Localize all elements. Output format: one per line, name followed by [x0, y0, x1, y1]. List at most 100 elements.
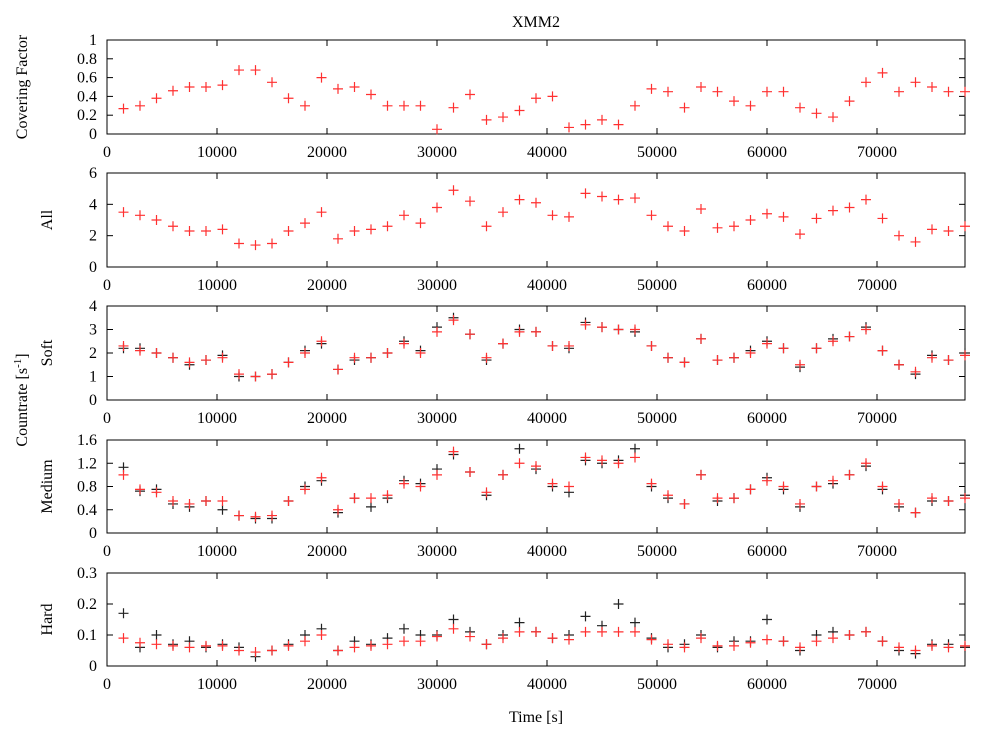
- data-point: [399, 100, 409, 111]
- data-point: [531, 93, 541, 104]
- x-tick-label: 40000: [527, 144, 567, 161]
- data-point: [745, 215, 756, 225]
- data-point: [481, 487, 492, 498]
- data-point: [547, 478, 558, 489]
- data-point: [877, 636, 888, 647]
- data-point: [448, 623, 459, 634]
- data-point: [729, 221, 739, 232]
- data-point: [481, 352, 492, 363]
- data-point: [333, 233, 343, 244]
- data-point: [861, 324, 871, 335]
- data-point: [481, 221, 492, 232]
- data-point: [795, 642, 805, 653]
- y-tick-label: 0.4: [77, 502, 97, 519]
- y-tick-label: 0.2: [77, 107, 97, 124]
- data-point: [531, 461, 541, 472]
- data-point: [151, 630, 162, 640]
- data-point: [960, 350, 970, 361]
- data-point: [844, 331, 855, 342]
- data-point: [630, 324, 640, 335]
- data-point: [646, 210, 657, 221]
- x-tick-label: 70000: [857, 410, 897, 427]
- data-point: [679, 357, 690, 368]
- data-point: [663, 352, 673, 363]
- data-point: [217, 352, 228, 363]
- data-point: [943, 225, 954, 236]
- data-point: [811, 343, 822, 354]
- data-point: [168, 85, 178, 96]
- data-point: [778, 636, 789, 647]
- data-point: [333, 645, 343, 656]
- data-point: [630, 626, 640, 637]
- data-point: [399, 210, 409, 221]
- data-point: [465, 89, 475, 100]
- data-point: [960, 86, 970, 97]
- data-point: [547, 210, 558, 221]
- data-point: [844, 96, 855, 107]
- data-point: [448, 102, 459, 113]
- data-point: [663, 221, 673, 232]
- x-tick-label: 0: [103, 277, 111, 294]
- data-point: [712, 640, 723, 651]
- data-point: [613, 324, 624, 335]
- data-point: [514, 458, 525, 469]
- data-point: [745, 100, 756, 111]
- x-tick-label: 70000: [857, 676, 897, 693]
- data-point: [184, 225, 195, 236]
- data-point: [811, 213, 822, 224]
- x-tick-label: 60000: [747, 543, 787, 560]
- data-point: [630, 617, 640, 628]
- data-point: [382, 490, 393, 501]
- data-point: [762, 634, 772, 645]
- data-point: [135, 484, 145, 495]
- data-point: [498, 633, 508, 644]
- data-point: [564, 122, 574, 133]
- data-point: [118, 633, 129, 644]
- data-point: [283, 225, 294, 236]
- data-point: [663, 86, 673, 97]
- data-point: [712, 493, 723, 504]
- data-point: [498, 469, 508, 480]
- data-point: [366, 640, 376, 651]
- data-point: [267, 238, 277, 249]
- data-point: [415, 481, 426, 492]
- data-point: [201, 496, 211, 507]
- data-point: [877, 213, 888, 224]
- data-point: [135, 637, 145, 648]
- data-point: [564, 340, 574, 351]
- x-tick-label: 0: [103, 144, 111, 161]
- data-point: [795, 102, 805, 113]
- shared-y-label-end: ]: [14, 353, 31, 358]
- data-point: [729, 96, 739, 107]
- data-point: [778, 343, 789, 354]
- data-point: [795, 359, 805, 370]
- data-point: [811, 108, 822, 119]
- data-point: [399, 478, 409, 489]
- data-point: [861, 77, 871, 88]
- data-point: [234, 238, 244, 249]
- data-point: [564, 481, 574, 492]
- data-point: [762, 208, 772, 219]
- data-point: [300, 100, 310, 111]
- data-point: [910, 236, 921, 247]
- data-point: [267, 510, 277, 521]
- data-point: [547, 91, 558, 102]
- data-point: [250, 240, 261, 251]
- shared-y-label: Countrate [s-1]: [12, 353, 31, 446]
- data-point: [267, 77, 277, 88]
- data-point: [184, 357, 195, 368]
- data-point: [580, 119, 591, 130]
- panel-frame: [106, 172, 966, 268]
- x-tick-label: 40000: [527, 277, 567, 294]
- data-point: [696, 82, 706, 92]
- x-tick-label: 20000: [307, 543, 347, 560]
- y-axis-label: Covering Factor: [14, 34, 31, 139]
- data-point: [679, 225, 690, 236]
- data-point: [168, 640, 178, 651]
- data-point: [663, 639, 673, 650]
- x-tick-label: 30000: [417, 144, 457, 161]
- data-point: [960, 493, 970, 504]
- data-point: [927, 224, 937, 235]
- data-point: [597, 626, 607, 637]
- x-tick-label: 50000: [637, 277, 677, 294]
